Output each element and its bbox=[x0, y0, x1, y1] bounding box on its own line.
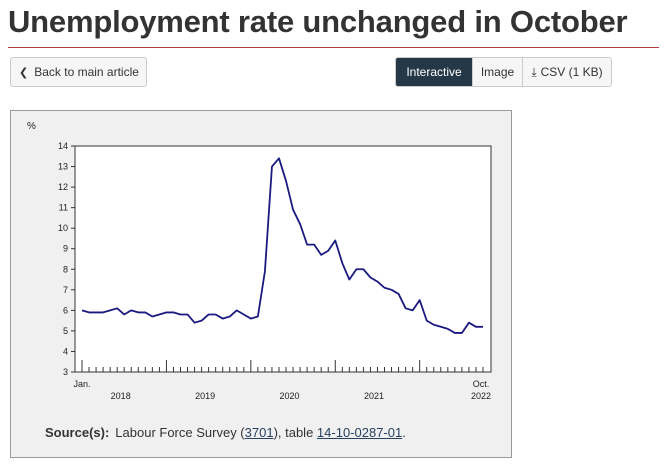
table-14-10-0287-01-link[interactable]: 14-10-0287-01 bbox=[316, 425, 403, 440]
source-label: Source(s): bbox=[45, 425, 110, 440]
view-toggle-group: Interactive Image ⤓ CSV (1 KB) bbox=[395, 57, 612, 87]
y-axis-unit-label: % bbox=[27, 121, 36, 132]
unemployment-rate-line bbox=[81, 157, 483, 334]
axis-labels-group: % Jan. 2018 2019 2020 2021 Oct. 2022 bbox=[27, 121, 491, 401]
y-tick-label: 13 bbox=[58, 162, 68, 172]
x-end-year-label: 2022 bbox=[471, 391, 491, 401]
back-button-label: Back to main article bbox=[34, 65, 139, 79]
y-tick-label: 5 bbox=[63, 326, 68, 336]
y-tick-label: 11 bbox=[59, 203, 68, 213]
x-ticks-group bbox=[81, 360, 484, 372]
x-start-month-label: Jan. bbox=[73, 379, 90, 389]
x-year-label: 2018 bbox=[111, 391, 131, 401]
x-end-month-label: Oct. bbox=[473, 379, 490, 389]
y-tick-label: 9 bbox=[63, 244, 68, 254]
y-tick-label: 8 bbox=[63, 264, 68, 274]
x-year-label: 2021 bbox=[364, 391, 384, 401]
x-year-label: 2019 bbox=[195, 391, 215, 401]
source-text-before: Labour Force Survey ( bbox=[115, 425, 245, 440]
y-ticks-group: 3 4 5 6 7 8 9 10 11 12 13 14 bbox=[58, 141, 75, 377]
interactive-view-button[interactable]: Interactive bbox=[396, 58, 472, 86]
csv-download-label: CSV (1 KB) bbox=[540, 65, 603, 79]
x-year-label: 2020 bbox=[280, 391, 300, 401]
y-tick-label: 7 bbox=[63, 285, 68, 295]
survey-3701-link[interactable]: 3701 bbox=[244, 425, 274, 440]
y-tick-label: 3 bbox=[63, 367, 68, 377]
download-icon: ⤓ bbox=[531, 64, 537, 79]
y-tick-label: 10 bbox=[58, 223, 68, 233]
source-text-after: . bbox=[402, 425, 406, 440]
series-group bbox=[81, 157, 483, 334]
y-tick-label: 4 bbox=[63, 346, 68, 356]
csv-download-button[interactable]: ⤓ CSV (1 KB) bbox=[522, 58, 611, 86]
chevron-left-icon: ❮ bbox=[19, 66, 29, 79]
y-tick-label: 14 bbox=[58, 141, 68, 151]
image-view-button[interactable]: Image bbox=[472, 58, 522, 86]
interactive-view-label: Interactive bbox=[406, 65, 462, 79]
chart-frame-group bbox=[74, 145, 492, 373]
chart-panel: 3 4 5 6 7 8 9 10 11 12 13 14 % Jan. 2018 2019 2020 2021 O… bbox=[10, 110, 512, 458]
source-line: Source(s): Labour Force Survey (3701), ta… bbox=[45, 425, 406, 440]
plot-area bbox=[74, 145, 492, 373]
source-text-middle: ), table bbox=[273, 425, 317, 440]
page-title: Unemployment rate unchanged in October bbox=[8, 4, 628, 39]
image-view-label: Image bbox=[480, 65, 515, 79]
back-to-main-article-button[interactable]: ❮ Back to main article bbox=[10, 57, 147, 87]
title-divider bbox=[8, 47, 659, 48]
y-tick-label: 6 bbox=[63, 305, 68, 315]
y-tick-label: 12 bbox=[58, 182, 68, 192]
unemployment-line-chart[interactable]: 3 4 5 6 7 8 9 10 11 12 13 14 % Jan. 2018 2019 2020 2021 O… bbox=[11, 111, 511, 411]
